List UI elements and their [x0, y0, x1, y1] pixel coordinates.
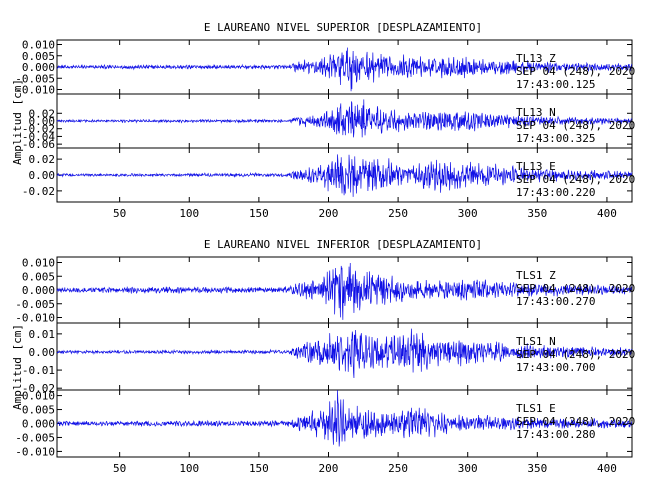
y-tick-label: -0.01 [22, 364, 55, 377]
y-tick-label: -0.005 [15, 298, 55, 311]
x-tick-label: 200 [319, 207, 339, 220]
y-tick-label: -0.010 [15, 312, 55, 325]
waveform-trace [56, 47, 633, 92]
x-tick-label: 300 [458, 207, 478, 220]
y-tick-label: 0.010 [22, 257, 55, 270]
station-annotation-line: TLS1 Z [516, 269, 556, 282]
y-axis-label-lower: Amplitud [cm] [11, 324, 24, 410]
y-tick-label: -0.06 [22, 138, 55, 151]
y-axis-label-upper: Amplitud [cm] [11, 79, 24, 165]
station-annotation-line: 17:43:00.325 [516, 132, 595, 145]
y-tick-label: -0.005 [15, 431, 55, 444]
x-tick-label: 100 [179, 207, 199, 220]
y-tick-label: 0.005 [22, 270, 55, 283]
x-tick-label: 250 [388, 207, 408, 220]
x-tick-label: 350 [527, 207, 547, 220]
x-tick-label: 300 [458, 462, 478, 475]
waveform-trace [56, 263, 633, 320]
y-tick-label: 0.00 [29, 346, 56, 359]
upper-chart-group: E LAUREANO NIVEL SUPERIOR [DESPLAZAMIENT… [11, 21, 635, 220]
x-tick-label: 400 [597, 462, 617, 475]
y-tick-label: -0.02 [22, 185, 55, 198]
x-tick-label: 150 [249, 462, 269, 475]
x-tick-label: 50 [113, 462, 126, 475]
chart-title-upper: E LAUREANO NIVEL SUPERIOR [DESPLAZAMIENT… [204, 21, 482, 34]
y-tick-label: 0.005 [22, 404, 55, 417]
y-tick-label: 0.000 [22, 284, 55, 297]
station-annotation-line: TL13 E [516, 160, 556, 173]
station-annotation-line: 17:43:00.700 [516, 361, 595, 374]
y-tick-label: 0.010 [22, 390, 55, 403]
y-tick-label: -0.005 [15, 72, 55, 85]
y-tick-label: 0.01 [29, 328, 56, 341]
y-tick-label: 0.010 [22, 39, 55, 52]
waveform-trace [56, 99, 633, 138]
station-annotation-line: TL13 Z [516, 52, 556, 65]
x-tick-label: 100 [179, 462, 199, 475]
y-tick-label: 0.00 [29, 169, 56, 182]
station-annotation-line: SEP 04 (248), 2020 [516, 65, 635, 78]
station-annotation-line: TLS1 N [516, 335, 556, 348]
chart-title-lower: E LAUREANO NIVEL INFERIOR [DESPLAZAMIENT… [204, 238, 482, 251]
y-tick-label: 0.00 [29, 115, 56, 128]
station-annotation-line: SEP 04 (248), 2020 [516, 173, 635, 186]
x-tick-label: 350 [527, 462, 547, 475]
station-annotation-line: SEP 04 (248), 2020 [516, 282, 635, 295]
y-tick-label: 0.02 [29, 153, 56, 166]
station-annotation-line: 17:43:00.280 [516, 428, 595, 441]
x-tick-label: 200 [319, 462, 339, 475]
station-annotation-line: 17:43:00.270 [516, 295, 595, 308]
x-tick-label: 50 [113, 207, 126, 220]
y-tick-label: 0.02 [29, 107, 56, 120]
waveform-trace [56, 328, 633, 379]
y-tick-label: -0.04 [22, 130, 55, 143]
y-tick-label: 0.000 [22, 61, 55, 74]
y-tick-label: -0.02 [22, 123, 55, 136]
y-tick-label: -0.010 [15, 445, 55, 458]
station-annotation-line: 17:43:00.125 [516, 78, 595, 91]
station-annotation-line: SEP 04 (248), 2020 [516, 119, 635, 132]
y-tick-label: 0.000 [22, 418, 55, 431]
y-tick-label: 0.005 [22, 50, 55, 63]
station-annotation-line: SEP 04 (248), 2020 [516, 348, 635, 361]
waveform-trace [56, 390, 633, 447]
x-tick-label: 400 [597, 207, 617, 220]
station-annotation-line: TLS1 E [516, 402, 556, 415]
y-tick-label: -0.02 [22, 382, 55, 395]
lower-chart-group: E LAUREANO NIVEL INFERIOR [DESPLAZAMIENT… [11, 238, 635, 475]
waveform-trace [56, 154, 633, 197]
y-tick-label: -0.010 [15, 84, 55, 97]
x-tick-label: 250 [388, 462, 408, 475]
station-annotation-line: SEP 04 (248), 2020 [516, 415, 635, 428]
x-tick-label: 150 [249, 207, 269, 220]
station-annotation-line: 17:43:00.220 [516, 186, 595, 199]
station-annotation-line: TL13 N [516, 106, 556, 119]
